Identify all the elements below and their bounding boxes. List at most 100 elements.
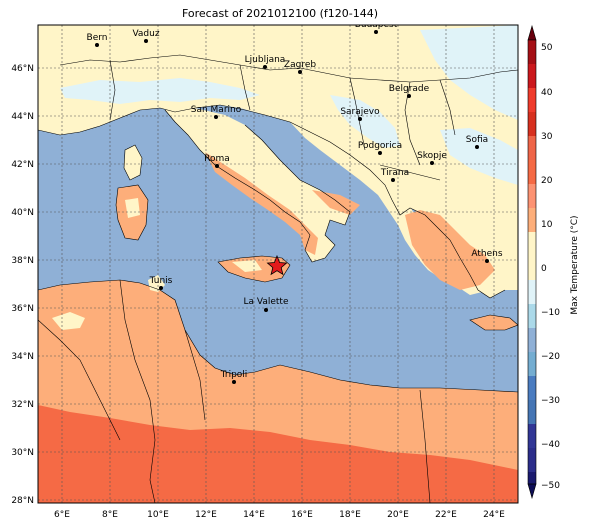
city-markers: Bern Vaduz Budapest Ljubljana Zagreb Bel… <box>87 20 503 384</box>
city-label-skopje: Skopje <box>417 151 447 161</box>
lat-tick-label: 30°N <box>11 448 34 458</box>
colorbar-segment <box>528 472 536 484</box>
city-label-tunis: Tunis <box>149 276 173 286</box>
colorbar-tick-label: −30 <box>541 396 560 406</box>
colorbar-tick-label: −50 <box>541 481 560 491</box>
city-label-sofia: Sofia <box>466 135 488 145</box>
city-label-belgrade: Belgrade <box>389 84 430 94</box>
east-cool-region-2 <box>440 128 518 185</box>
city-dot-bern <box>95 43 99 47</box>
city-dot-roma <box>215 164 219 168</box>
colorbar-segment <box>528 136 536 160</box>
city-label-sarajevo: Sarajevo <box>340 107 380 117</box>
city-label-ljubljana: Ljubljana <box>245 55 286 65</box>
city-label-bern: Bern <box>87 33 108 43</box>
city-dot-ljubljana <box>263 65 267 69</box>
balkans-cool-region <box>330 95 400 148</box>
city-dot-tripoli <box>232 380 236 384</box>
colorbar-tick-label: 30 <box>541 132 553 142</box>
lat-tick-label: 42°N <box>11 160 34 170</box>
lon-tick-label: 18°E <box>339 510 361 520</box>
italy-peninsula <box>165 108 350 262</box>
sicily-cold-patch <box>232 260 262 272</box>
colorbar-segment <box>528 304 536 328</box>
colorbar-segment <box>528 112 536 136</box>
lat-tick-label: 38°N <box>11 256 34 266</box>
colorbar-segment <box>528 160 536 184</box>
lon-tick-label: 6°E <box>54 510 70 520</box>
lat-tick-label: 36°N <box>11 304 34 314</box>
city-label-roma: Roma <box>204 154 230 164</box>
colorbar-segment <box>528 40 536 64</box>
lat-tick-label: 44°N <box>11 112 34 122</box>
lat-axis: 46°N 44°N 42°N 40°N 38°N 36°N 34°N 32°N … <box>11 64 34 506</box>
colorbar-segment <box>528 448 536 472</box>
gridlines <box>38 25 518 503</box>
lon-tick-label: 8°E <box>102 510 118 520</box>
city-label-tripoli: Tripoli <box>220 370 248 380</box>
colorbar-segment <box>528 328 536 352</box>
colorbar-segment <box>528 64 536 88</box>
city-dot-athens <box>485 259 489 263</box>
lat-tick-label: 40°N <box>11 208 34 218</box>
lon-axis: 6°E 8°E 10°E 12°E 14°E 16°E 18°E 20°E 22… <box>54 510 505 520</box>
city-dot-skopje <box>430 161 434 165</box>
colorbar-tick-label: 40 <box>541 88 553 98</box>
lon-tick-label: 10°E <box>147 510 169 520</box>
lon-tick-label: 12°E <box>195 510 217 520</box>
lat-tick-label: 32°N <box>11 400 34 410</box>
tunisia-cold-patch <box>52 312 85 330</box>
colorbar-title: Max Temperature (°C) <box>570 215 580 314</box>
city-label-athens: Athens <box>471 249 502 259</box>
city-dot-san-marino <box>214 115 218 119</box>
colorbar-frame <box>527 39 537 485</box>
colorbar-segment <box>528 256 536 280</box>
colorbar-segment <box>528 232 536 256</box>
city-label-zagreb: Zagreb <box>284 60 316 70</box>
lon-tick-label: 22°E <box>435 510 457 520</box>
colorbar-segment <box>528 352 536 376</box>
colorbar-segment <box>528 280 536 304</box>
city-label-podgorica: Podgorica <box>358 141 402 151</box>
city-dot-tunis <box>159 286 163 290</box>
colorbar-tick-label: 0 <box>541 264 547 274</box>
lat-tick-label: 34°N <box>11 352 34 362</box>
city-dot-la-valette <box>264 308 268 312</box>
colorbar-segment <box>528 184 536 208</box>
city-dot-tirana <box>391 178 395 182</box>
city-dot-podgorica <box>378 151 382 155</box>
location-star-marker <box>266 254 288 276</box>
greece-mild-region <box>405 210 495 290</box>
city-label-vaduz: Vaduz <box>132 29 159 39</box>
colorbar-segment <box>528 400 536 424</box>
italy-mild-coast <box>205 152 318 255</box>
map-title: Forecast of 2021012100 (f120-144) <box>182 7 378 20</box>
city-label-budapest: Budapest <box>355 20 398 30</box>
city-dot-budapest <box>374 30 378 34</box>
colorbar-segment <box>528 424 536 448</box>
colorbar-segment <box>528 88 536 112</box>
corsica-island <box>124 145 142 180</box>
city-dot-vaduz <box>144 39 148 43</box>
colorbar-tick-label: −10 <box>541 308 560 318</box>
colorbar-tick-label: −40 <box>541 440 560 450</box>
lon-tick-label: 24°E <box>483 510 505 520</box>
colorbar-max-arrow <box>527 24 537 41</box>
sardinia-cold-patch <box>125 198 140 218</box>
lon-tick-label: 16°E <box>291 510 313 520</box>
colorbar: 50 40 30 20 10 0 −10 −20 −30 −40 −50 Max… <box>527 24 580 500</box>
colorbar-tick-label: 50 <box>541 43 553 53</box>
city-dot-belgrade <box>407 94 411 98</box>
colorbar-min-arrow <box>527 483 537 500</box>
lat-tick-label: 46°N <box>11 64 34 74</box>
lat-tick-label: 28°N <box>11 496 34 506</box>
colorbar-tick-label: 10 <box>541 220 553 230</box>
map-area: Bern Vaduz Budapest Ljubljana Zagreb Bel… <box>38 20 518 503</box>
colorbar-segment <box>528 208 536 232</box>
colorbar-tick-label: −20 <box>541 352 560 362</box>
east-cool-region <box>420 25 518 120</box>
lon-tick-label: 20°E <box>387 510 409 520</box>
city-dot-sarajevo <box>358 117 362 121</box>
map-frame <box>37 24 519 504</box>
